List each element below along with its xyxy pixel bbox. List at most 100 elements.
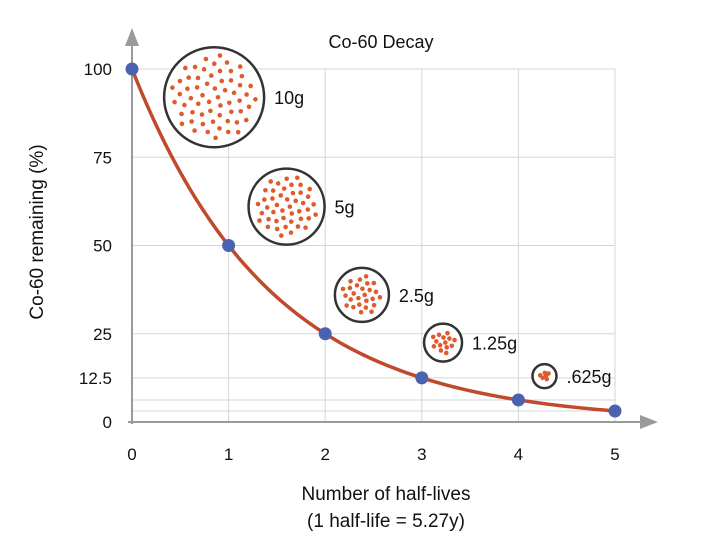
particle-dot [434, 339, 439, 344]
particle-dot [303, 225, 308, 230]
particle-dot [348, 278, 353, 284]
particle-dot [357, 277, 363, 282]
particle-dot [244, 92, 249, 97]
y-tick-label: 100 [84, 60, 112, 79]
particle-dot [186, 75, 192, 80]
particle-dot [263, 187, 268, 193]
particle-dot [248, 83, 253, 89]
data-point [125, 62, 139, 76]
particle-dot [217, 112, 223, 118]
sample-mass-label: 10g [274, 88, 304, 108]
data-point [318, 327, 332, 341]
particle-dot [182, 102, 187, 108]
particle-dot [347, 285, 353, 291]
sample-mass-label: 5g [335, 198, 355, 218]
particle-dot [234, 120, 240, 125]
particle-dot [307, 186, 312, 192]
particle-dot [452, 337, 457, 343]
particle-dot [289, 182, 294, 188]
particle-dot [183, 65, 188, 71]
sample-annotations: 10g 5g 2.5g 1.25g .625g [162, 45, 612, 390]
axes [125, 28, 658, 429]
particle-dot [194, 85, 200, 90]
particle-dot [444, 345, 450, 350]
particle-dot [208, 108, 213, 114]
particle-dot [281, 186, 287, 191]
particle-dot [447, 336, 452, 341]
sample-annotation: 2.5g [333, 266, 434, 324]
particle-dot [177, 91, 183, 97]
particle-dot [296, 208, 302, 214]
particle-dot [190, 109, 195, 115]
particle-dot [235, 129, 241, 135]
particle-dot [362, 292, 367, 298]
particle-dot [228, 68, 234, 74]
particle-dot [204, 81, 210, 87]
particle-dot [289, 211, 295, 216]
particle-dot [217, 126, 222, 131]
particle-dot [274, 226, 280, 232]
particle-dot [283, 224, 288, 230]
particle-dot [199, 112, 205, 117]
x-tick-label: 3 [417, 445, 426, 464]
particle-dot [268, 179, 274, 184]
sample-mass-label: 2.5g [399, 286, 434, 306]
data-points [125, 62, 622, 418]
y-tick-label: 12.5 [79, 369, 112, 388]
decay-curve [130, 68, 616, 413]
particle-dot [300, 200, 306, 206]
particle-dot [357, 302, 362, 307]
particle-dot [206, 99, 212, 105]
particle-dot [294, 175, 300, 181]
particle-dot [348, 297, 354, 302]
particle-dot [227, 100, 232, 106]
x-tick-label: 4 [514, 445, 523, 464]
particle-dot [225, 129, 231, 135]
particle-dot [237, 64, 243, 69]
particle-dot [264, 205, 270, 210]
particle-dot [437, 342, 443, 348]
particle-dot [259, 210, 265, 216]
particle-dot [229, 109, 234, 115]
particle-dot [170, 85, 175, 90]
data-point [511, 393, 525, 407]
particle-dot [253, 97, 258, 102]
data-point [222, 239, 236, 252]
particle-dot [177, 78, 183, 84]
particle-dot [288, 230, 294, 235]
sample-annotation: 10g [162, 45, 304, 149]
particle-dot [188, 95, 194, 101]
x-tick-label: 1 [224, 445, 233, 464]
particle-dot [313, 212, 318, 217]
particle-dot [363, 274, 369, 279]
particle-dot [239, 73, 245, 79]
particle-dot [542, 370, 548, 376]
particle-dot [209, 73, 214, 78]
data-point [415, 371, 429, 385]
particle-dot [228, 78, 234, 83]
x-axis-label-note: (1 half-life = 5.27y) [307, 511, 465, 532]
sample-mass-label: .625g [566, 367, 611, 387]
particle-dot [288, 219, 294, 224]
particle-dot [192, 128, 197, 133]
particle-dot [445, 330, 450, 336]
particle-dot [364, 281, 370, 286]
sample-mass-label: 1.25g [472, 334, 517, 354]
particle-dot [293, 198, 299, 204]
particle-dot [298, 190, 303, 195]
particle-dot [305, 194, 311, 199]
particle-dot [449, 343, 455, 349]
y-tick-label: 50 [93, 237, 112, 256]
particle-dot [367, 287, 372, 293]
particle-dot [369, 309, 374, 315]
particle-dot [274, 202, 280, 208]
particle-dot [203, 56, 209, 62]
particle-dot [210, 119, 216, 125]
particle-dot [217, 53, 223, 58]
particle-dot [270, 188, 276, 193]
particle-dot [278, 193, 284, 198]
particle-dot [351, 304, 356, 310]
particle-dot [278, 233, 284, 238]
particle-dot [444, 350, 449, 356]
